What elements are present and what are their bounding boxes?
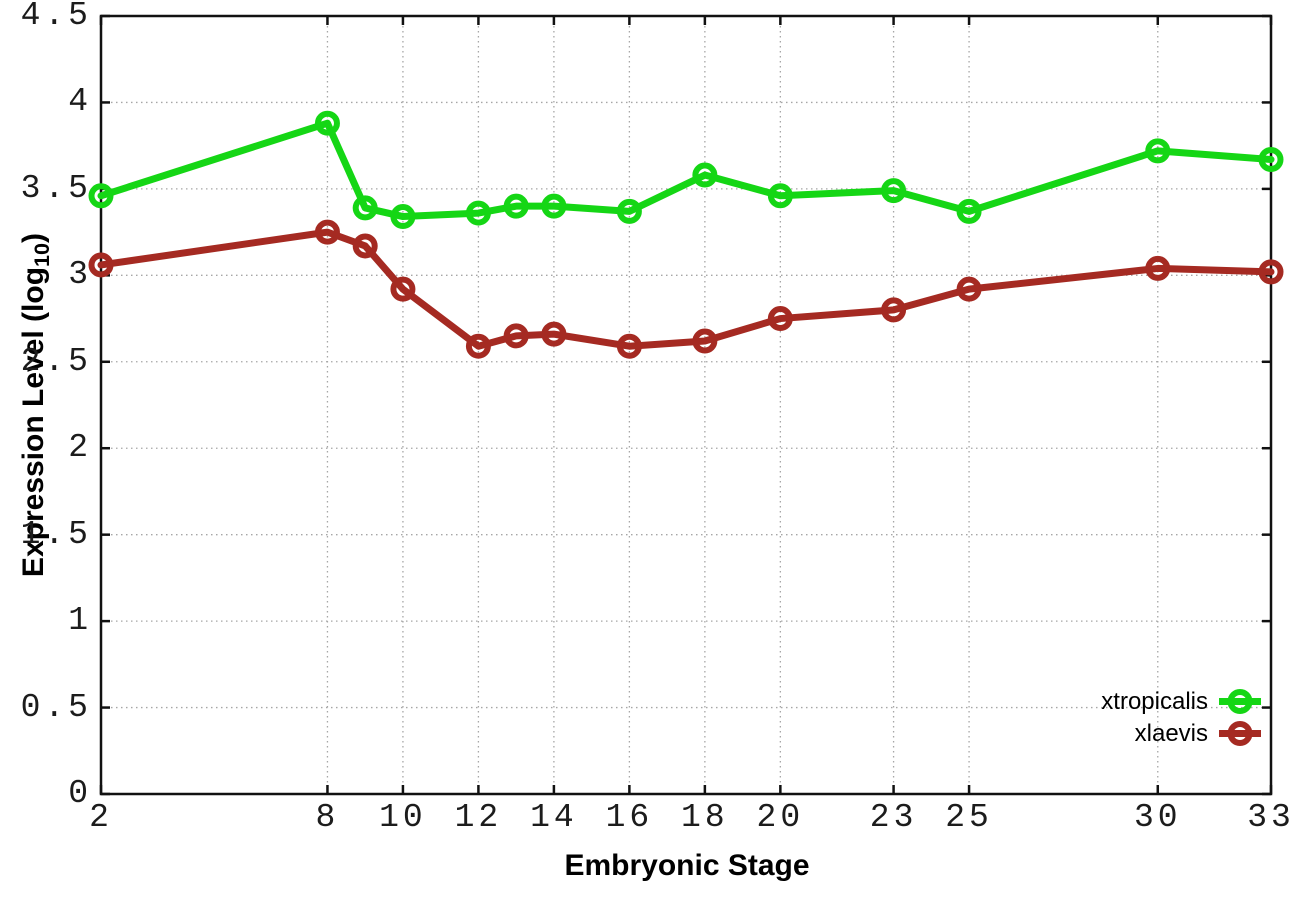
- data-point-marker-xtropicalis: [1145, 138, 1171, 164]
- y-tick-label: 1: [68, 602, 92, 640]
- data-point-marker-xtropicalis: [767, 183, 793, 209]
- y-tick-label: 0.5: [20, 688, 92, 726]
- legend-label-xlaevis: xlaevis: [1134, 720, 1208, 747]
- data-point-marker-xlaevis: [956, 276, 982, 302]
- y-tick-label: 3.5: [20, 169, 92, 207]
- data-point-marker-xtropicalis: [390, 204, 416, 230]
- data-point-marker-xtropicalis: [503, 193, 529, 219]
- plot-border: [99, 14, 1273, 796]
- x-axis-title: Embryonic Stage: [564, 849, 810, 882]
- x-tick-label: 23: [869, 799, 918, 836]
- y-tick-label: 2: [68, 429, 92, 467]
- y-tick-label: 4: [68, 83, 92, 121]
- y-tick-label: 2.5: [20, 342, 92, 380]
- data-point-marker-xtropicalis: [956, 198, 982, 224]
- data-point-marker-xtropicalis: [465, 200, 491, 226]
- legend: xtropicalis xlaevis: [1101, 686, 1263, 749]
- data-point-marker-xlaevis: [541, 321, 567, 347]
- data-point-marker-xtropicalis: [541, 193, 567, 219]
- data-point-marker-xlaevis: [692, 328, 718, 354]
- data-point-marker-xlaevis: [616, 333, 642, 359]
- legend-item-xtropicalis: xtropicalis: [1101, 686, 1263, 717]
- series-line-xlaevis: [97, 228, 1275, 350]
- data-point-marker-xtropicalis: [616, 198, 642, 224]
- data-point-marker-xlaevis: [881, 297, 907, 323]
- data-point-marker-xtropicalis: [1258, 146, 1284, 172]
- x-tick-label: 14: [530, 799, 578, 836]
- data-point-marker-xlaevis: [314, 219, 340, 245]
- x-tick-label: 10: [379, 799, 427, 836]
- x-tick-label: 16: [605, 799, 654, 836]
- x-tick-label: 12: [454, 799, 503, 836]
- legend-label-xtropicalis: xtropicalis: [1101, 688, 1208, 715]
- x-tick-label: 8: [315, 799, 340, 836]
- data-point-marker-xtropicalis: [692, 162, 718, 188]
- data-point-marker-xtropicalis: [314, 110, 340, 136]
- data-point-marker-xtropicalis: [352, 195, 378, 221]
- legend-line-sample-icon: [1219, 721, 1261, 746]
- data-point-marker-xtropicalis: [88, 183, 114, 209]
- legend-line-sample-icon: [1219, 689, 1261, 714]
- data-point-marker-xlaevis: [465, 333, 491, 359]
- data-point-marker-xlaevis: [767, 306, 793, 332]
- x-tick-label: 20: [756, 799, 805, 836]
- data-point-marker-xtropicalis: [881, 178, 907, 204]
- y-tick-label: 4.5: [20, 0, 92, 34]
- x-tick-label: 2: [89, 799, 113, 836]
- data-point-marker-xlaevis: [88, 252, 114, 278]
- x-tick-label: 33: [1247, 799, 1295, 836]
- data-point-marker-xlaevis: [503, 323, 529, 349]
- y-axis-title-close-paren: ): [16, 232, 50, 243]
- y-tick-label: 3: [68, 256, 92, 294]
- legend-item-xlaevis: xlaevis: [1101, 718, 1263, 749]
- y-tick-label: 1.5: [20, 515, 92, 553]
- data-point-marker-xlaevis: [352, 233, 378, 259]
- data-point-marker-xlaevis: [1145, 255, 1171, 281]
- x-tick-label: 30: [1133, 799, 1182, 836]
- y-tick-label: 0: [68, 775, 92, 812]
- series-line-xtropicalis: [97, 119, 1275, 221]
- data-point-marker-xlaevis: [390, 276, 416, 302]
- data-point-marker-xlaevis: [1258, 259, 1284, 285]
- x-tick-label: 18: [681, 799, 729, 836]
- x-tick-label: 25: [945, 799, 993, 836]
